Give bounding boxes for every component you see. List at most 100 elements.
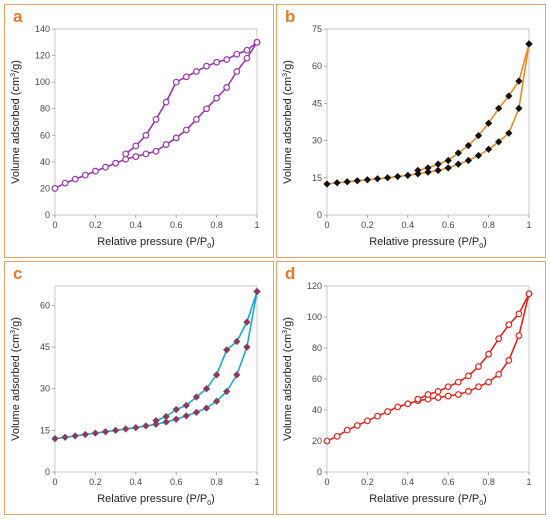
x-tick-label: 0.2: [361, 477, 374, 487]
data-point: [182, 412, 190, 420]
y-tick-label: 0: [317, 210, 322, 220]
y-tick-label: 0: [45, 210, 50, 220]
data-point: [132, 153, 140, 160]
y-tick-label: 80: [40, 104, 50, 114]
data-point: [172, 415, 180, 423]
data-point: [122, 425, 130, 433]
data-point: [203, 62, 210, 70]
data-point: [515, 332, 523, 339]
y-tick-label: 40: [40, 157, 50, 167]
data-point: [61, 433, 69, 441]
data-point: [374, 412, 381, 420]
series-line-desorption: [417, 293, 530, 400]
data-point: [484, 145, 493, 153]
data-point: [485, 350, 493, 358]
x-axis-label: Relative pressure (P/P0): [97, 236, 215, 250]
chart-svg-a: 0 20 40 60 80 100 120 140 0 0.2 0.4 0.6 0.8 1 Relative…: [10, 24, 261, 250]
data-point: [223, 387, 231, 396]
data-point: [172, 134, 180, 142]
x-tick-label: 0.8: [210, 220, 223, 230]
x-tick-label: 1: [254, 220, 259, 230]
y-tick-label: 20: [40, 183, 50, 193]
data-point: [132, 423, 140, 432]
x-axis-label: Relative pressure (P/P0): [369, 236, 487, 250]
data-point: [475, 383, 482, 391]
x-tick-label: 0: [52, 477, 57, 487]
data-point: [363, 176, 372, 184]
y-tick-label: 140: [35, 24, 50, 34]
x-tick-label: 0.6: [442, 477, 455, 487]
data-point: [223, 56, 231, 63]
x-tick-label: 0: [324, 477, 329, 487]
chart-panel-a: a 0 20 40 60 80 100 120 140 0 0.2 0.4 0.6 0.8 1 Relati…: [4, 4, 274, 258]
data-point: [233, 371, 241, 379]
data-point: [464, 141, 473, 150]
plot-frame: [54, 285, 258, 473]
data-point: [464, 372, 472, 380]
data-point: [162, 141, 170, 148]
data-point: [182, 73, 190, 81]
data-point: [323, 180, 331, 188]
y-tick-label: 45: [312, 98, 322, 108]
x-tick-label: 0.2: [89, 477, 102, 487]
data-point: [142, 131, 150, 139]
y-axis-label: Volume adsorbed (cm3/g): [282, 60, 294, 184]
data-point: [474, 132, 483, 140]
data-point: [353, 422, 361, 429]
x-tick-label: 0.8: [210, 477, 223, 487]
data-point: [424, 391, 432, 398]
data-point: [162, 418, 170, 426]
data-point: [172, 405, 180, 414]
data-point: [213, 94, 221, 102]
data-point: [373, 175, 382, 183]
y-tick-label: 100: [35, 77, 50, 87]
data-point: [495, 335, 503, 343]
data-point: [525, 40, 533, 48]
data-point: [363, 417, 371, 425]
data-point: [192, 408, 201, 416]
data-point: [71, 175, 79, 183]
data-point: [444, 383, 452, 391]
data-point: [253, 38, 261, 46]
data-point: [152, 147, 160, 155]
data-point: [91, 167, 99, 175]
data-point: [61, 179, 69, 187]
data-point: [333, 432, 341, 440]
y-tick-label: 120: [35, 51, 50, 61]
x-tick-label: 0.6: [442, 220, 455, 230]
x-axis-label: Relative pressure (P/P0): [369, 493, 487, 507]
data-point: [474, 151, 483, 160]
x-tick-label: 0.8: [482, 477, 495, 487]
data-point: [152, 115, 160, 123]
data-point: [525, 290, 533, 298]
plot-frame: [54, 28, 258, 216]
y-tick-label: 15: [312, 173, 322, 183]
data-point: [162, 98, 170, 106]
data-point: [454, 391, 462, 398]
y-tick-label: 60: [312, 61, 322, 71]
data-point: [223, 84, 231, 91]
data-point: [515, 77, 523, 85]
series-line-adsorption: [326, 43, 530, 185]
x-tick-label: 0.6: [170, 220, 183, 230]
x-tick-label: 0.6: [170, 477, 183, 487]
data-point: [142, 150, 150, 158]
data-point: [485, 378, 493, 386]
y-tick-label: 120: [307, 281, 322, 291]
x-tick-label: 0.4: [130, 220, 143, 230]
data-point: [424, 168, 432, 176]
data-point: [81, 430, 89, 439]
y-tick-label: 40: [312, 405, 322, 415]
y-tick-label: 30: [40, 384, 50, 394]
chart-svg-c: 0 15 30 45 60 0 0.2 0.4 0.6 0.8 1 Relative pressure…: [10, 285, 261, 507]
data-point: [122, 150, 130, 158]
data-point: [212, 397, 221, 405]
y-tick-label: 60: [40, 300, 50, 310]
plot-frame: [326, 285, 530, 473]
data-point: [243, 318, 251, 326]
y-axis-label: Volume adsorbed (cm3/g): [10, 60, 22, 184]
series-line-desorption: [155, 291, 258, 422]
y-tick-label: 0: [317, 467, 322, 477]
x-axis-label: Relative pressure (P/P0): [97, 493, 215, 507]
y-tick-label: 60: [40, 130, 50, 140]
